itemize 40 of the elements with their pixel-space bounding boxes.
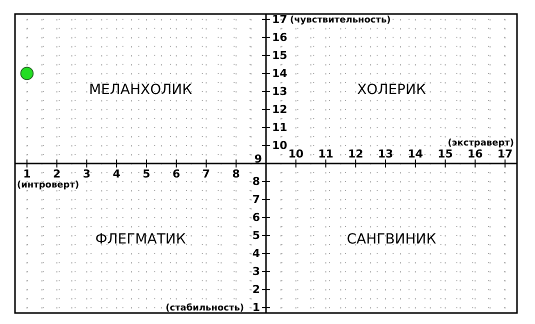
x2-tick-label: 12 [348,148,364,160]
y2-tick-label: 14 [272,66,288,80]
y-tick-label: 4 [252,247,260,260]
x-tick-label: 1 [23,167,31,180]
y-tick-label: 3 [252,265,260,278]
x-axis-title: (интроверт) [17,180,80,190]
y-tick-label: 6 [252,211,260,224]
y-tick-label: 7 [252,193,260,206]
x2-tick-label: 10 [288,148,304,160]
y2-tick-label: 12 [272,102,288,116]
x-tick-label: 7 [202,167,210,180]
x-tick-label: 2 [53,167,61,180]
x2-tick-label: 11 [318,148,334,160]
y2-axis-title: (чувствительность) [290,16,391,26]
y2-tick-label: 11 [272,120,288,134]
annotation: ФЛЕГМАТИК [95,231,186,248]
y2-tick-label: 13 [272,84,288,98]
y-tick-label: 9 [254,152,262,166]
x-tick-label: 6 [172,167,181,180]
y2-tick-label: 17 [272,12,288,26]
x-tick-label: 8 [232,167,240,180]
x2-axis-title: (экстраверт) [448,138,514,148]
y-tick-label: 2 [252,283,260,296]
y2-tick-label: 15 [272,48,288,62]
x-tick-label: 4 [112,167,121,180]
x2-tick-label: 16 [468,148,484,160]
x2-tick-label: 13 [378,148,394,160]
x-tick-label: 3 [82,167,91,180]
y-axis-title: (стабильность) [166,302,244,314]
y-tick-label: 1 [252,301,260,314]
x2-tick-label: 17 [497,148,513,160]
y2-tick-label: 16 [272,30,288,44]
y-tick-label: 5 [252,229,260,242]
x-tick-label: 5 [142,167,150,180]
x2-tick-label: 14 [408,148,424,160]
y2-tick-label: 10 [272,139,288,152]
annotation: МЕЛАНХОЛИК [88,82,192,98]
x2-tick-label: 15 [438,148,453,160]
annotation: ХОЛЕРИК [357,82,426,98]
annotation: САНГВИНИК [346,231,436,248]
